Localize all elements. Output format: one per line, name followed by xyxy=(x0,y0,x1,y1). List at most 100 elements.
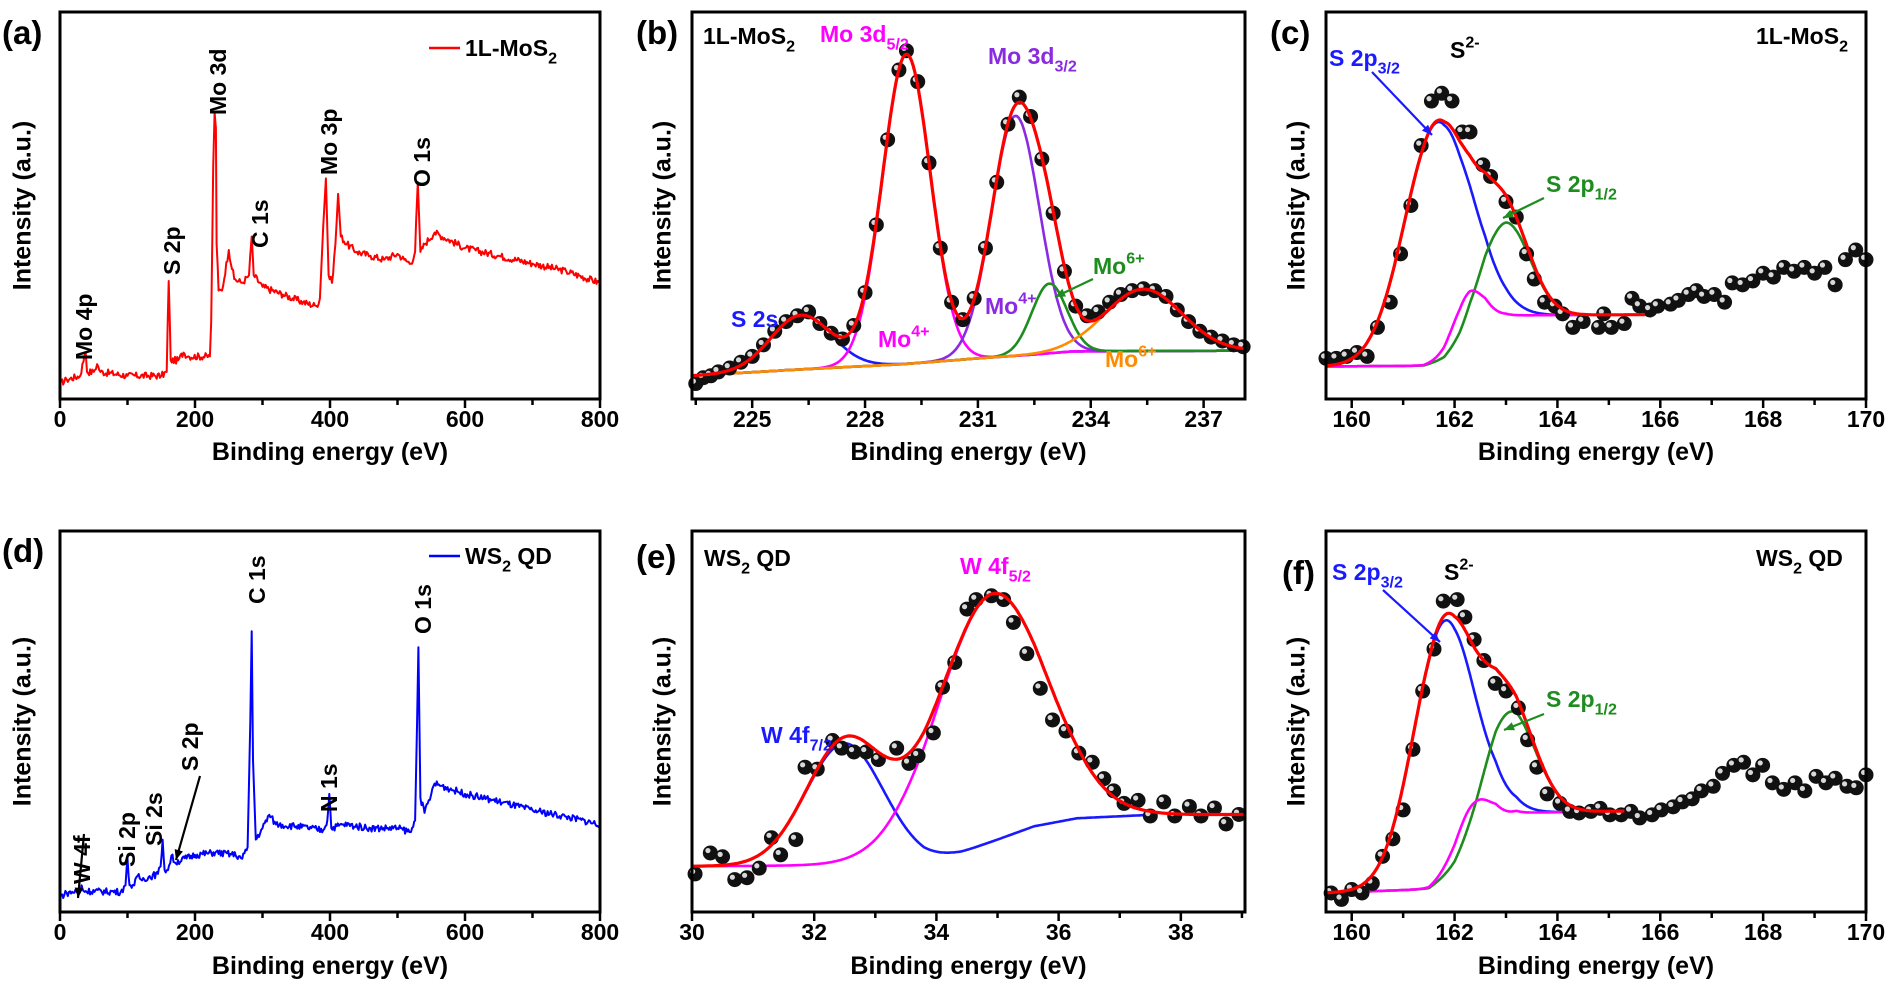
x-tick-label: 600 xyxy=(446,406,484,432)
x-tick-label: 400 xyxy=(311,919,349,945)
peak-annotation: 1L-MoS2 xyxy=(1756,23,1848,55)
peak-annotation: Mo6+ xyxy=(1093,250,1145,279)
data-point xyxy=(1715,765,1731,781)
peak-annotation: C 1s xyxy=(247,199,273,248)
data-point xyxy=(1364,875,1380,891)
panel-label: (d) xyxy=(2,532,44,569)
panel-label: (c) xyxy=(1270,14,1310,51)
label-subscript: 3/2 xyxy=(1378,59,1400,77)
data-point-highlight xyxy=(713,366,719,373)
data-point-highlight xyxy=(1738,757,1744,763)
data-point-highlight xyxy=(1696,785,1702,792)
data-point-highlight xyxy=(705,847,711,854)
data-point-highlight xyxy=(1830,279,1836,286)
label-text: W 4f xyxy=(960,553,1009,579)
peak-annotation: W 4f5/2 xyxy=(960,553,1031,585)
y-axis-title: Intensity (a.u.) xyxy=(649,637,677,806)
y-axis-title: Intensity (a.u.) xyxy=(9,637,37,806)
data-point-marker xyxy=(925,725,941,741)
data-point xyxy=(687,866,703,882)
data-point-highlight xyxy=(1851,782,1857,788)
data-point-marker xyxy=(1045,712,1061,728)
data-point xyxy=(1650,298,1666,314)
data-point-highlight xyxy=(790,834,797,840)
data-point-highlight xyxy=(1747,769,1754,776)
label-text: Mo 3d xyxy=(988,43,1054,69)
data-point xyxy=(1181,798,1197,814)
data-point xyxy=(1235,339,1251,355)
peak-annotation: S 2p1/2 xyxy=(1546,171,1617,203)
x-tick-label: 160 xyxy=(1333,406,1371,432)
data-point-highlight xyxy=(747,351,753,357)
x-tick-label: 164 xyxy=(1538,919,1577,945)
data-point xyxy=(715,849,731,865)
data-point xyxy=(1764,775,1780,791)
x-tick-label: 170 xyxy=(1847,919,1885,945)
data-point-marker xyxy=(1603,319,1619,335)
data-point-highlight xyxy=(1104,297,1110,303)
data-point-highlight xyxy=(1595,803,1601,809)
data-point-highlight xyxy=(1021,648,1028,654)
label-subscript: 2 xyxy=(786,37,795,55)
data-point-highlight xyxy=(754,863,760,869)
x-tick-label: 168 xyxy=(1744,406,1783,432)
peak-annotation: S 2p xyxy=(177,722,203,771)
data-point-marker xyxy=(788,832,804,848)
data-point-highlight xyxy=(735,357,742,363)
peak-annotation: C 1s xyxy=(244,555,270,604)
label-text: Mo 3d xyxy=(205,49,231,115)
data-point xyxy=(1019,646,1035,662)
label-text: 1L-MoS xyxy=(465,35,548,61)
data-point xyxy=(1218,816,1234,832)
data-point-highlight xyxy=(1047,714,1053,721)
peak-annotation: Mo 4p xyxy=(71,294,97,360)
data-point-marker xyxy=(715,849,731,865)
data-point-highlight xyxy=(1082,310,1088,316)
peak-annotation: Mo4+ xyxy=(985,290,1037,319)
data-point-marker xyxy=(1705,778,1721,794)
data-point-highlight xyxy=(1598,308,1604,315)
data-point-highlight xyxy=(1665,299,1671,305)
data-point-marker xyxy=(1755,757,1771,773)
x-tick-label: 228 xyxy=(846,406,885,432)
label-suffix: QD xyxy=(511,543,552,569)
label-text: W 4f xyxy=(761,722,810,748)
data-point xyxy=(1113,287,1129,303)
data-point xyxy=(1539,786,1555,802)
data-point-highlight xyxy=(1501,196,1507,202)
data-point-highlight xyxy=(1531,762,1538,768)
data-point xyxy=(1449,592,1465,608)
data-point xyxy=(1354,885,1370,901)
data-point xyxy=(1693,783,1709,799)
data-point-highlight xyxy=(1133,795,1139,801)
data-point xyxy=(1130,792,1146,808)
data-point-highlight xyxy=(1593,322,1599,328)
label-subscript: 2 xyxy=(548,49,557,67)
data-point-highlight xyxy=(1778,262,1784,268)
label-subscript: 2 xyxy=(1793,559,1802,577)
label-text: O 1s xyxy=(410,584,436,634)
label-suffix: QD xyxy=(750,545,791,571)
label-text: S 2s xyxy=(731,306,778,332)
label-suffix: QD xyxy=(1802,545,1843,571)
data-point-highlight xyxy=(1652,301,1658,307)
peak-annotation: WS2 QD xyxy=(704,545,791,577)
label-text: S 2p xyxy=(1332,559,1381,585)
label-subscript: 5/2 xyxy=(1009,567,1031,585)
data-point xyxy=(1827,770,1843,786)
x-tick-label: 231 xyxy=(959,406,998,432)
data-point-highlight xyxy=(1656,804,1662,811)
y-axis-title: Intensity (a.u.) xyxy=(649,121,677,290)
data-point xyxy=(889,740,905,756)
x-tick-label: 38 xyxy=(1168,919,1194,945)
data-point-highlight xyxy=(971,594,977,600)
data-point-highlight xyxy=(1357,887,1363,894)
panel-label: (a) xyxy=(2,14,42,51)
data-point xyxy=(1765,269,1781,285)
peak-annotation: S 2p1/2 xyxy=(1546,686,1617,718)
label-subscript: 1/2 xyxy=(1595,700,1617,718)
data-point-marker xyxy=(751,860,767,876)
data-point-highlight xyxy=(1677,796,1683,803)
x-tick-label: 400 xyxy=(311,406,349,432)
data-point-highlight xyxy=(1452,594,1458,600)
